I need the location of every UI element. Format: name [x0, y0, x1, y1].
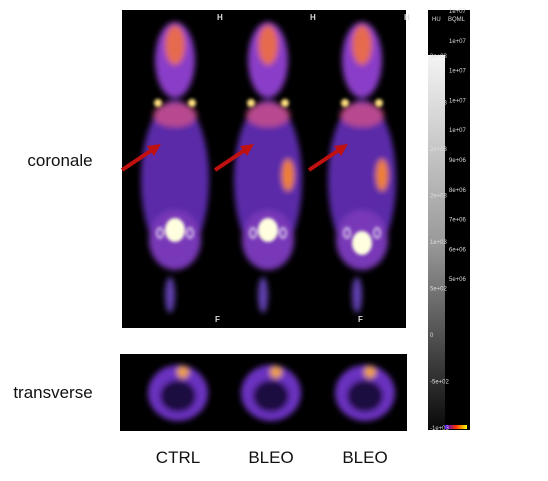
kidney — [186, 227, 194, 239]
mouse: HF — [120, 13, 223, 324]
shoulder — [375, 99, 383, 107]
hot-side — [376, 159, 388, 191]
bqml-label: 1e+07 — [449, 128, 467, 134]
shoulder — [247, 99, 255, 107]
transverse-slice — [335, 365, 395, 421]
hu-label: 3e+03 — [430, 54, 448, 60]
hu-label: 2e+03 — [430, 147, 448, 153]
mouse-body — [234, 22, 302, 313]
bladder — [258, 218, 278, 242]
spine — [270, 366, 282, 378]
hot-side — [282, 159, 294, 191]
arrowhead — [240, 144, 254, 156]
hot-spots — [154, 99, 196, 242]
shoulder — [188, 99, 196, 107]
bqml-label: 1e+07 — [449, 9, 467, 15]
spine — [364, 366, 376, 378]
bladder — [165, 218, 185, 242]
orientation-f: F — [358, 315, 363, 324]
neck — [246, 103, 290, 127]
column-label: BLEO — [248, 448, 293, 467]
neck — [340, 103, 384, 127]
snout — [258, 25, 278, 65]
colorbar — [428, 55, 445, 428]
bqml-label: 8e+06 — [449, 188, 467, 194]
scale-unit: BQML — [448, 17, 466, 23]
spine — [177, 366, 189, 378]
kidney — [279, 227, 287, 239]
lung — [160, 380, 196, 412]
column-label: CTRL — [156, 448, 200, 467]
transverse-slice — [148, 365, 208, 421]
lung — [347, 380, 383, 412]
arrow — [213, 146, 250, 172]
hot-spots — [341, 99, 383, 255]
hu-label: -5e+02 — [430, 380, 450, 386]
bqml-label: 1e+07 — [449, 69, 467, 75]
lung — [253, 380, 289, 412]
scale-unit: HU — [432, 17, 441, 23]
mouse: HF — [307, 13, 410, 324]
mouse-body — [328, 22, 396, 313]
orientation-h: H — [310, 13, 316, 22]
transverse-label: transverse — [13, 383, 92, 402]
bqml-label: 6e+06 — [449, 247, 467, 253]
arrowhead — [334, 144, 348, 156]
colorbar-pet — [445, 425, 467, 429]
tail — [352, 277, 362, 313]
bqml-label: 5e+06 — [449, 277, 467, 283]
mouse-body — [141, 22, 209, 313]
coronal-label: coronale — [27, 151, 92, 170]
bqml-label: 1e+07 — [449, 98, 467, 104]
hot-spots — [247, 99, 289, 242]
arrow — [307, 146, 344, 172]
orientation-h: H — [217, 13, 223, 22]
hu-label: 2e+03 — [430, 194, 448, 200]
bqml-label: 9e+06 — [449, 158, 467, 164]
shoulder — [154, 99, 162, 107]
hu-label: -1e+03 — [430, 426, 450, 432]
arrowhead — [147, 144, 161, 156]
kidney — [249, 227, 257, 239]
column-label: BLEO — [342, 448, 387, 467]
transverse-slice — [241, 365, 301, 421]
shoulder — [341, 99, 349, 107]
orientation-h: H — [404, 13, 410, 22]
snout — [165, 25, 185, 65]
hu-label: 1e+03 — [430, 240, 448, 246]
bladder — [352, 231, 372, 255]
tail — [165, 277, 175, 313]
tail — [258, 277, 268, 313]
hu-label: 2e+03 — [430, 101, 448, 107]
bqml-label: 1e+07 — [449, 39, 467, 45]
bqml-label: 7e+06 — [449, 218, 467, 224]
mice: HFH HF — [120, 13, 410, 421]
shoulder — [281, 99, 289, 107]
kidney — [343, 227, 351, 239]
neck — [153, 103, 197, 127]
arrow — [120, 146, 157, 172]
hu-label: 5e+02 — [430, 287, 448, 293]
kidney — [156, 227, 164, 239]
hu-label: 0 — [430, 333, 434, 339]
snout — [352, 25, 372, 65]
orientation-f: F — [215, 315, 220, 324]
kidney — [373, 227, 381, 239]
mouse: H — [213, 13, 316, 313]
